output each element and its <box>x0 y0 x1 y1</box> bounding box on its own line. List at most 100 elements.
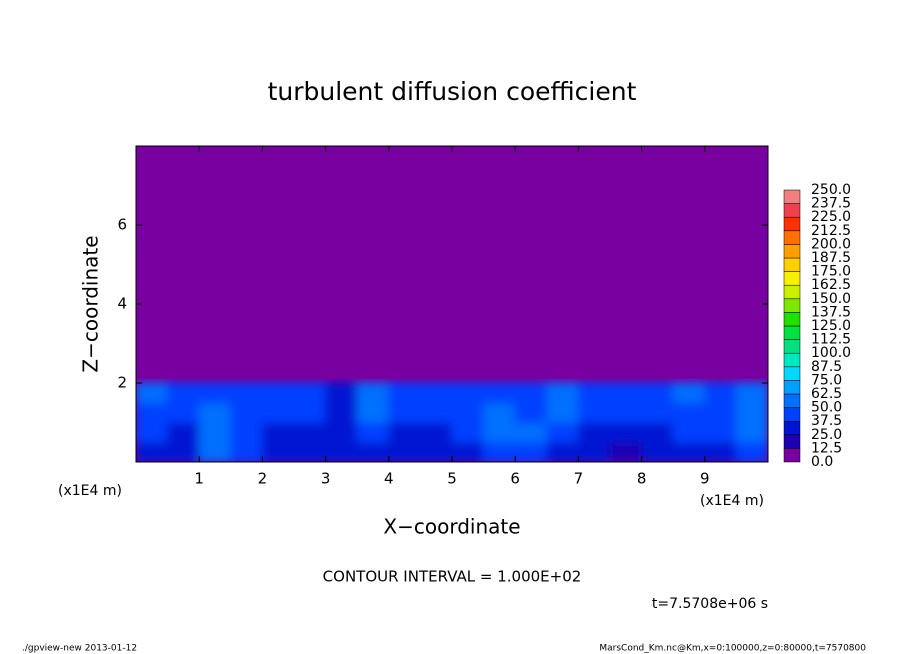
field-cell <box>704 402 737 423</box>
colorbar-swatch <box>783 230 801 245</box>
field-cell <box>704 422 737 443</box>
field-cell <box>546 402 579 423</box>
colorbar-label: 75.0 <box>811 372 842 388</box>
field-cell <box>136 441 169 462</box>
field-cell <box>704 441 737 462</box>
field-cell <box>388 382 421 404</box>
colorbar-label: 187.5 <box>811 250 851 266</box>
colorbar-label: 12.5 <box>811 440 842 456</box>
field-cell <box>483 382 516 404</box>
y-unit: (x1E4 m) <box>58 483 122 499</box>
field-cell <box>230 422 263 443</box>
field-cell <box>230 402 263 423</box>
x-tick-label: 3 <box>321 470 331 488</box>
field-cell <box>609 422 643 443</box>
colorbar-label: 87.5 <box>811 359 842 375</box>
colorbar-swatch <box>783 325 801 340</box>
field-cell <box>641 441 674 462</box>
field-cell <box>198 441 232 462</box>
colorbar-label: 125.0 <box>811 318 851 334</box>
colorbar-swatch <box>783 434 801 449</box>
field-cell <box>136 402 169 423</box>
field-cell <box>261 441 295 462</box>
field-cell <box>641 382 674 404</box>
field-cell <box>356 402 390 423</box>
field-cell <box>293 441 327 462</box>
x-axis-label: X−coordinate <box>383 515 520 539</box>
colorbar-swatch <box>783 298 801 313</box>
field-cell <box>735 382 768 404</box>
field-cell <box>167 402 200 423</box>
field-cell <box>514 422 548 443</box>
field-cell <box>198 382 232 404</box>
colorbar-label: 0.0 <box>811 454 833 470</box>
field-cell <box>325 422 358 443</box>
footer-right: MarsCond_Km.nc@Km,x=0:100000,z=0:80000,t… <box>599 644 866 654</box>
time-label: t=7.5708e+06 s <box>652 596 768 612</box>
footer-left: ./gpview-new 2013-01-12 <box>22 644 137 654</box>
field-cell <box>735 422 768 443</box>
colorbar-label: 100.0 <box>811 345 851 361</box>
field-cell <box>735 402 768 423</box>
field-cell <box>577 422 611 443</box>
field-cell <box>577 382 611 404</box>
field-cell <box>198 402 232 423</box>
colorbar-label: 37.5 <box>811 413 842 429</box>
field-cell <box>356 422 390 443</box>
colorbar-label: 250.0 <box>811 182 851 198</box>
colorbar-label: 237.5 <box>811 196 851 212</box>
field-cell <box>388 422 421 443</box>
field-cell <box>325 382 358 404</box>
field-cell <box>451 382 485 404</box>
field-cell <box>514 402 548 423</box>
field-cell <box>609 402 643 423</box>
field-cell <box>704 382 737 404</box>
colorbar-label: 112.5 <box>811 332 851 348</box>
colorbar-swatch <box>783 448 801 463</box>
colorbar-swatch <box>783 420 801 436</box>
colorbar-label: 175.0 <box>811 264 851 280</box>
colorbar-label: 137.5 <box>811 304 851 320</box>
colorbar-label: 225.0 <box>811 209 851 225</box>
field-cell <box>419 402 453 423</box>
field-cell <box>293 422 327 443</box>
field-cell <box>293 402 327 423</box>
colorbar-swatch <box>783 216 801 232</box>
field-cell <box>483 402 516 423</box>
field-cell <box>577 402 611 423</box>
field-cell <box>419 441 453 462</box>
colorbar: 0.012.525.037.550.062.575.087.5100.0112.… <box>783 182 851 470</box>
colorbar-label: 25.0 <box>811 427 842 443</box>
colorbar-swatch <box>783 271 801 286</box>
colorbar-label: 62.5 <box>811 386 842 402</box>
colorbar-swatch <box>783 312 801 327</box>
field-cell <box>483 422 516 443</box>
field-cell <box>356 441 390 462</box>
x-tick-label: 5 <box>447 470 457 488</box>
y-axis-label: Z−coordinate <box>79 235 103 372</box>
annotation: CONTOUR INTERVAL = 1.000E+02 <box>323 568 582 586</box>
colorbar-swatch <box>783 189 801 204</box>
field-cell <box>672 422 706 443</box>
y-tick-label: 4 <box>117 295 127 313</box>
colorbar-label: 50.0 <box>811 400 842 416</box>
field-cell <box>514 382 548 404</box>
colorbar-swatch <box>783 284 801 300</box>
colorbar-label: 200.0 <box>811 236 851 252</box>
colorbar-swatch <box>783 380 801 395</box>
field-cell <box>261 382 295 404</box>
colorbar-swatch <box>783 407 801 422</box>
field-cell <box>483 441 516 462</box>
field-cell <box>451 441 485 462</box>
field-cell <box>356 382 390 404</box>
colorbar-label: 212.5 <box>811 223 851 239</box>
field-cell <box>672 402 706 423</box>
field-cell <box>419 422 453 443</box>
x-tick-label: 9 <box>700 470 710 488</box>
colorbar-label: 162.5 <box>811 277 851 293</box>
field-cell <box>451 422 485 443</box>
x-tick-label: 8 <box>637 470 647 488</box>
colorbar-swatch <box>783 339 801 354</box>
field-cell <box>261 402 295 423</box>
field-cell <box>388 441 421 462</box>
